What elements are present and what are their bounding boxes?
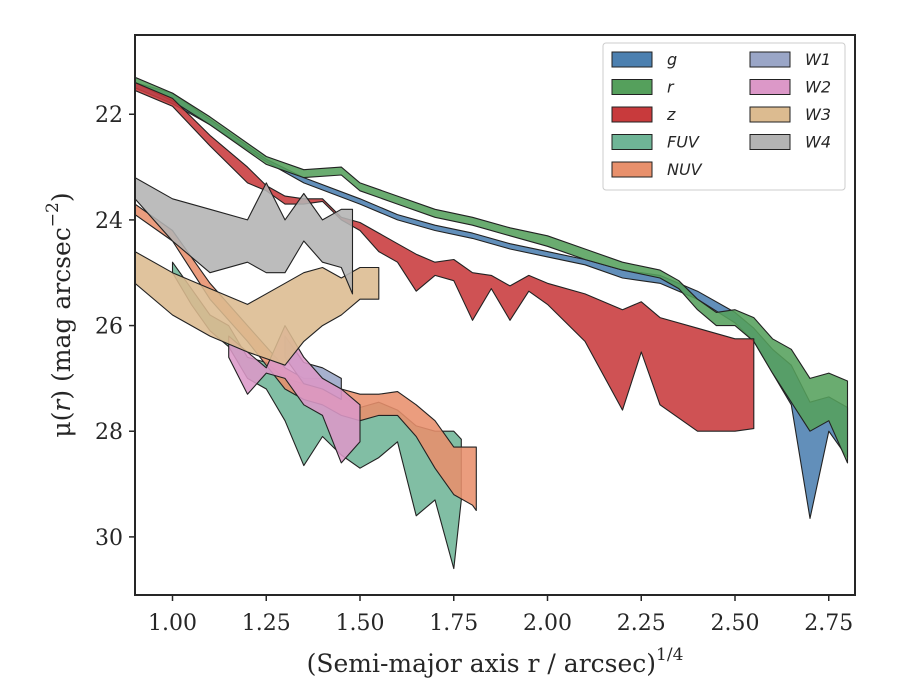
legend: grz FUV NUV W1 W2 W3 W4 [602, 42, 846, 191]
x-tick-label: 2.00 [523, 611, 572, 636]
y-axis-title-close: ) [47, 192, 76, 202]
y-axis-title-exponent: −2 [43, 202, 63, 227]
band-w3 [135, 251, 380, 366]
y-axis: 22 24 26 28 30 [95, 103, 135, 551]
legend-swatch-g [611, 51, 653, 68]
legend-label-w3: W3 [805, 105, 831, 124]
legend-swatch-nuv [611, 161, 653, 178]
legend-label-r: r [667, 78, 675, 97]
legend-swatch-w1 [749, 51, 791, 68]
legend-swatch-w3 [749, 106, 791, 123]
x-tick-label: 1.75 [429, 611, 478, 636]
x-axis-title-text: (Semi-major axis r / arcsec) [307, 649, 656, 678]
legend-label-w2: W2 [805, 78, 831, 97]
x-axis-title: (Semi-major axis r / arcsec)1/4 [307, 645, 684, 678]
legend-swatch-r [611, 79, 653, 95]
x-tick-label: 1.00 [148, 611, 197, 636]
legend-swatch-fuv [611, 134, 653, 150]
x-tick-label: 1.25 [242, 611, 291, 636]
band-w4 [135, 177, 354, 295]
band-r [135, 76, 849, 464]
plot-frame [134, 34, 856, 596]
x-tick-label: 2.50 [711, 611, 760, 636]
y-tick-label: 22 [95, 103, 123, 128]
y-tick-label: 30 [95, 526, 123, 551]
y-tick-label: 28 [95, 420, 123, 445]
y-tick-label: 24 [95, 209, 123, 234]
series-layer [135, 76, 849, 570]
legend-swatch-w2 [749, 79, 791, 95]
x-tick-label: 2.25 [617, 611, 666, 636]
x-tick-label: 1.50 [336, 611, 385, 636]
legend-label-g: g [667, 50, 677, 69]
legend-label-z: z [666, 105, 676, 124]
y-axis-title-prefix: μ( [47, 412, 76, 438]
y-axis-title-suffix: ) (mag arcsec [47, 227, 76, 400]
legend-label-nuv: NUV [667, 160, 703, 179]
legend-swatch-z [611, 106, 653, 123]
x-tick-label: 2.75 [804, 611, 853, 636]
legend-label-w1: W1 [805, 50, 831, 69]
legend-swatch-w4 [749, 134, 791, 150]
y-axis-title: μ(r) (mag arcsec−2) [43, 192, 76, 437]
legend-label-w4: W4 [805, 133, 831, 152]
y-tick-label: 26 [95, 315, 123, 340]
x-axis: 1.00 1.25 1.50 1.75 2.00 2.25 2.50 2.75 [148, 595, 853, 636]
legend-label-fuv: FUV [667, 133, 700, 152]
y-axis-title-var: r [47, 398, 76, 412]
x-axis-title-exponent: 1/4 [656, 645, 683, 665]
